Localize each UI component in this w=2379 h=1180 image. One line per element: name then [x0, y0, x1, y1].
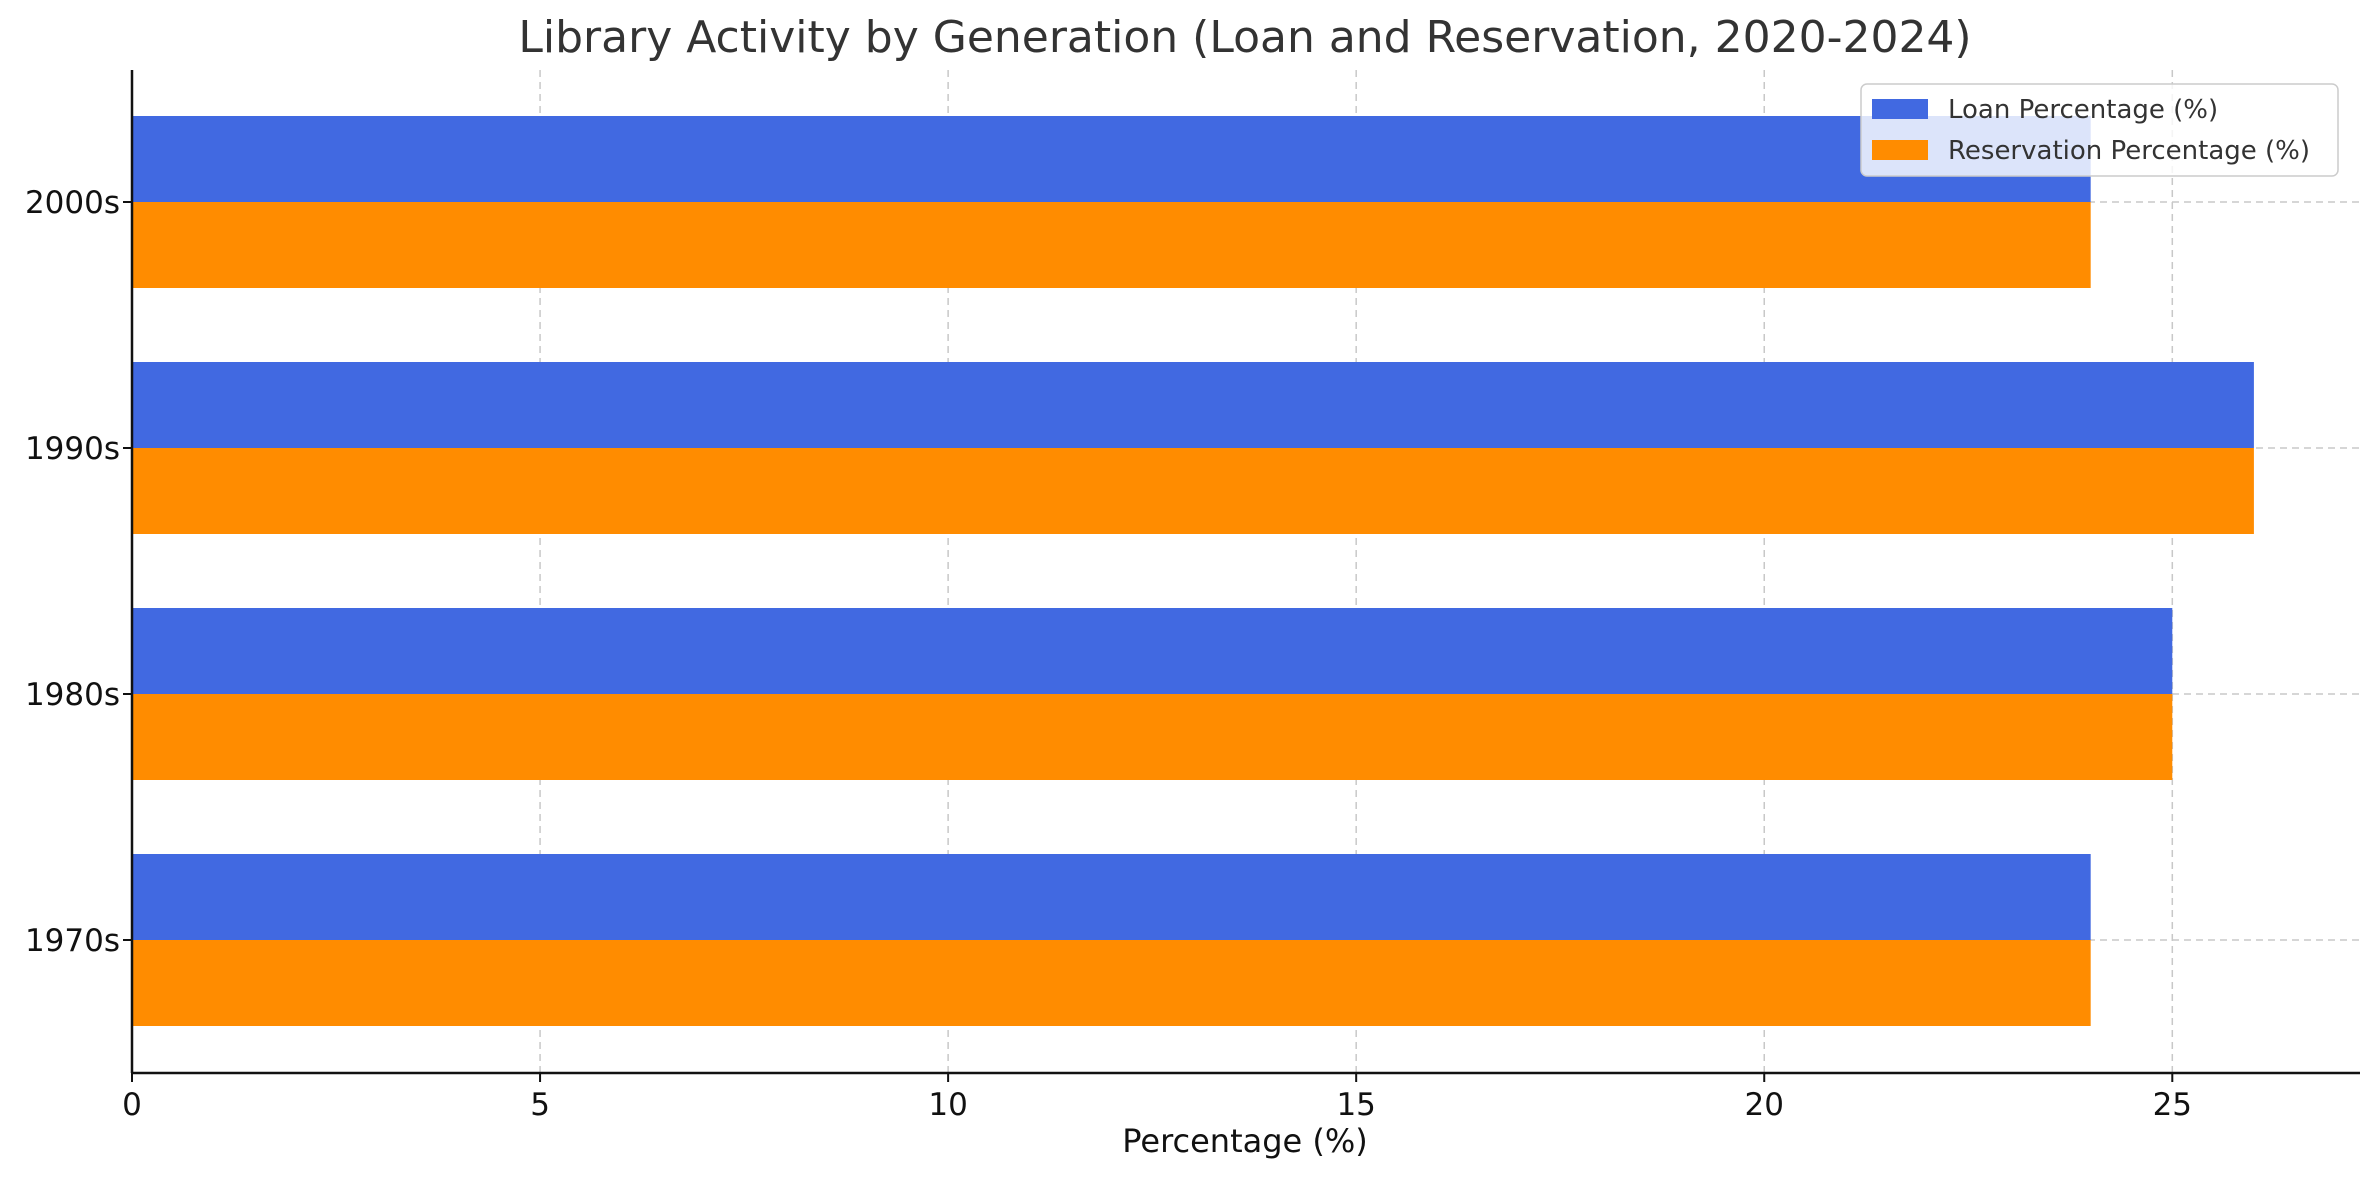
legend-swatch	[1872, 140, 1928, 160]
x-tick-label: 5	[530, 1087, 550, 1123]
y-tick-label-2000s: 2000s	[25, 185, 120, 221]
chart-title: Library Activity by Generation (Loan and…	[518, 12, 1971, 63]
x-tick-label: 25	[2153, 1087, 2192, 1123]
x-tick-label: 0	[122, 1087, 142, 1123]
x-tick-label: 20	[1745, 1087, 1784, 1123]
bar-loan-2000s	[132, 116, 2091, 202]
y-tick-label-1970s: 1970s	[25, 923, 120, 959]
y-tick-label-1980s: 1980s	[25, 677, 120, 713]
legend: Loan Percentage (%) Reservation Percentag…	[1860, 83, 2339, 177]
legend-swatch	[1872, 99, 1928, 119]
bar-loan-1990s	[132, 362, 2254, 448]
bar-reservation-1990s	[132, 448, 2254, 534]
legend-label: Reservation Percentage (%)	[1948, 136, 2310, 166]
x-tick-label: 15	[1336, 1087, 1375, 1123]
x-tick-label: 10	[928, 1087, 967, 1123]
bars	[132, 116, 2254, 1026]
bar-reservation-1970s	[132, 940, 2091, 1026]
ticks: 0 5 10 15 20 25 1970s 1980s 1990s 2000s	[25, 185, 2192, 1123]
bar-reservation-2000s	[132, 202, 2091, 288]
x-axis-label: Percentage (%)	[1122, 1122, 1368, 1160]
y-tick-label-1990s: 1990s	[25, 431, 120, 467]
legend-box	[1860, 83, 2339, 177]
legend-label: Loan Percentage (%)	[1948, 95, 2218, 125]
axes	[130, 70, 2360, 1075]
bar-loan-1970s	[132, 854, 2091, 940]
bar-reservation-1980s	[132, 694, 2173, 780]
bar-loan-1980s	[132, 608, 2173, 694]
